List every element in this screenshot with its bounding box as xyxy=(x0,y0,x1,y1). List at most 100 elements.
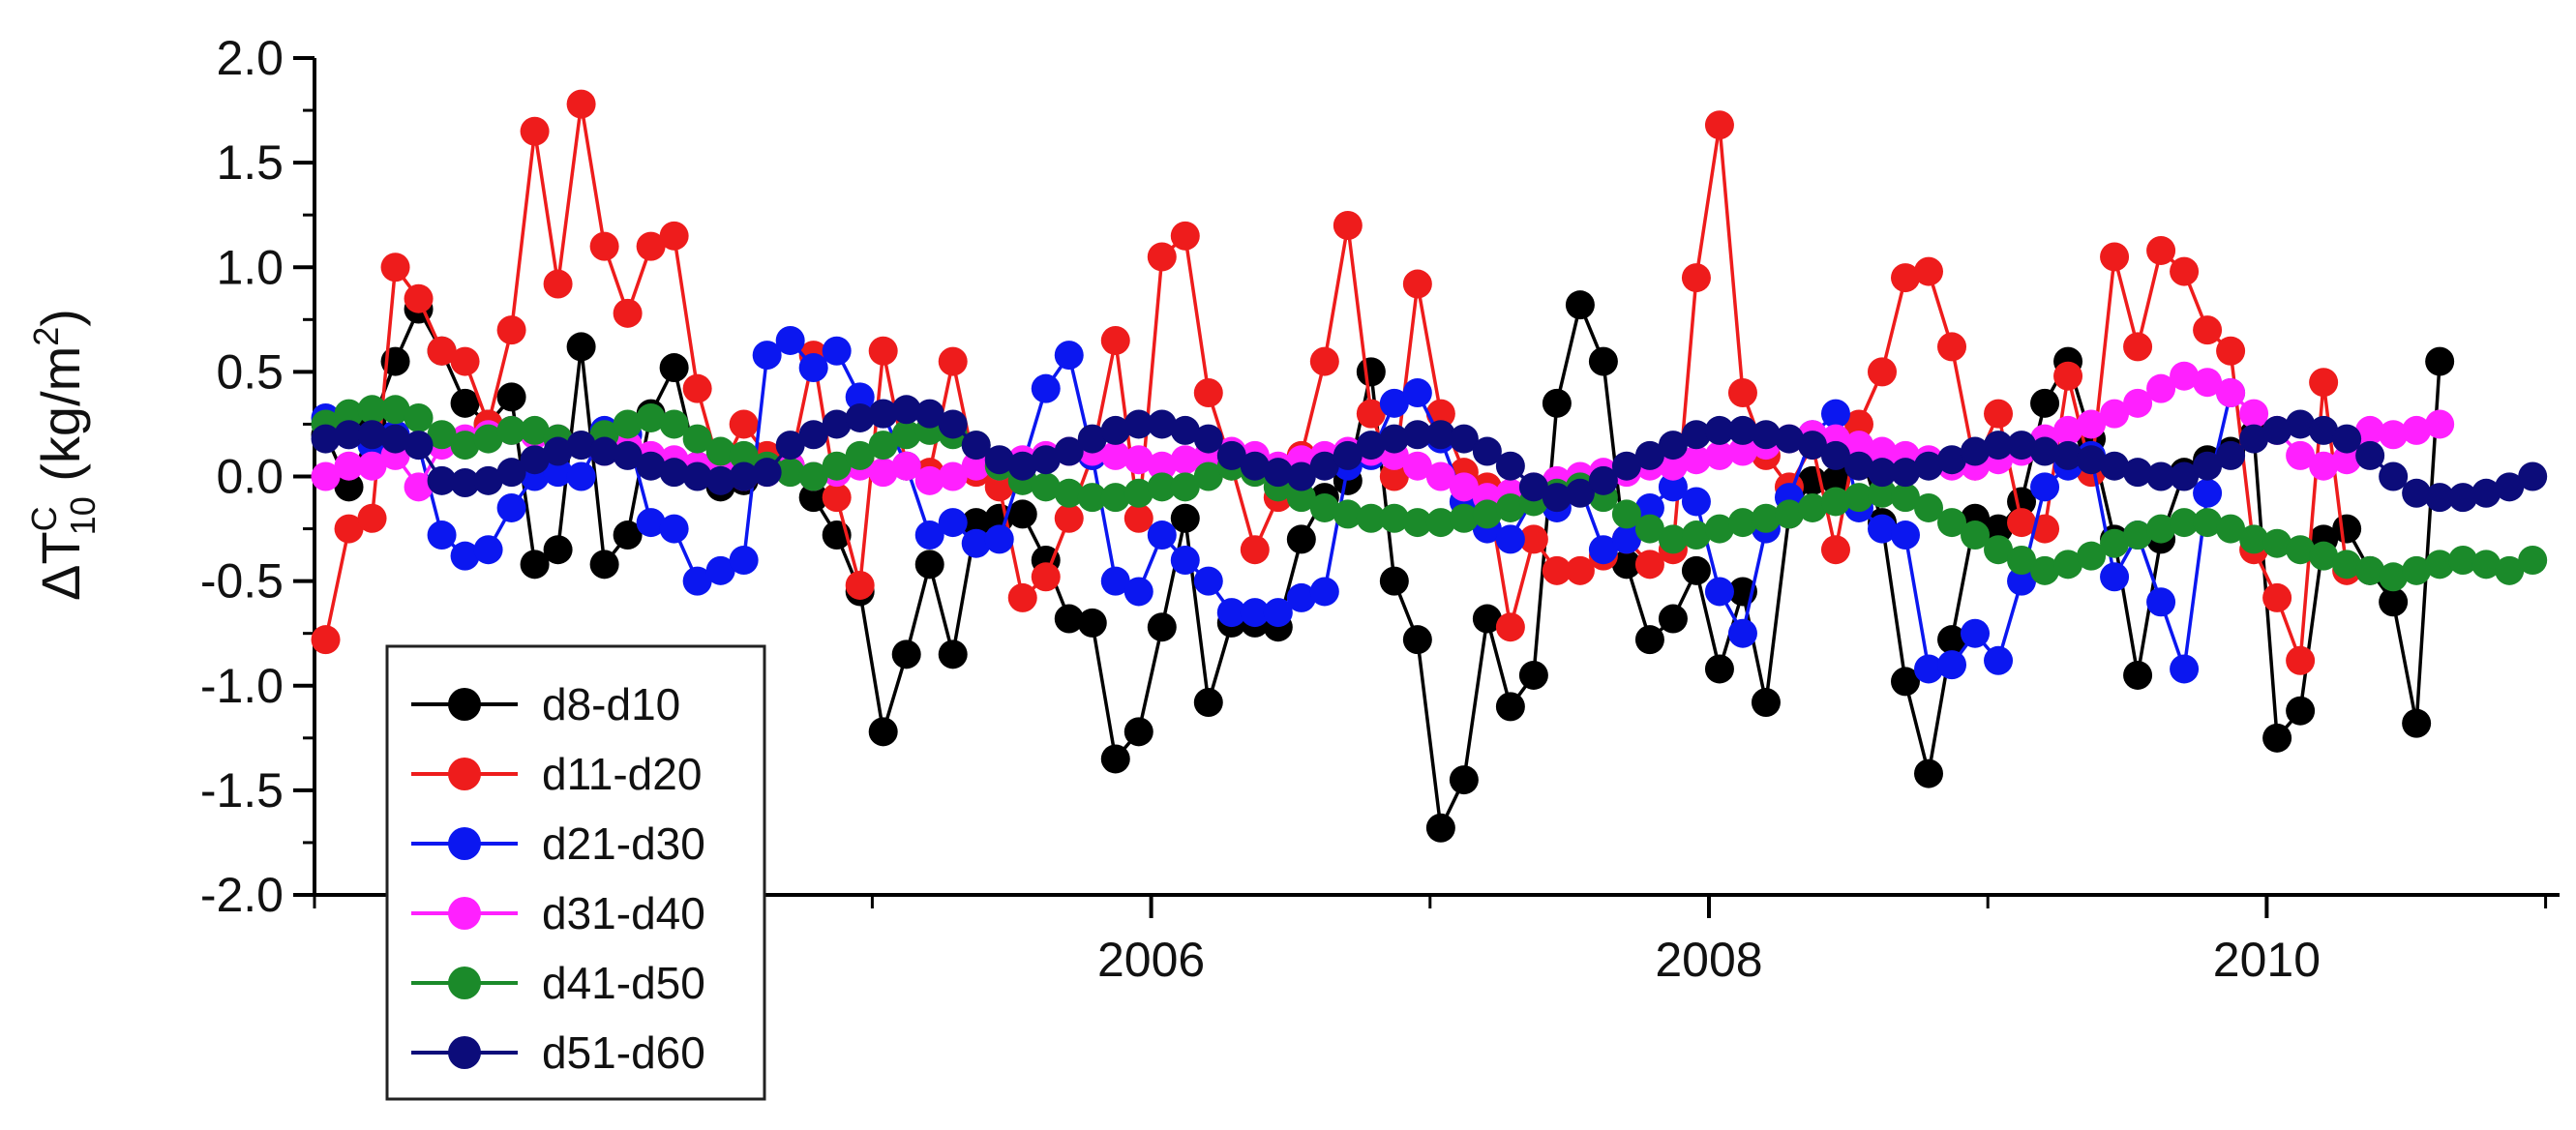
data-point xyxy=(1843,483,1873,513)
data-point xyxy=(984,445,1014,475)
data-point xyxy=(1449,503,1479,533)
data-point xyxy=(2309,368,2339,398)
data-point xyxy=(357,503,387,533)
data-point xyxy=(705,436,735,466)
data-point xyxy=(1007,499,1037,529)
data-point xyxy=(1100,566,1130,596)
y-tick-label: -0.5 xyxy=(200,554,284,609)
data-point xyxy=(2471,550,2501,580)
data-point xyxy=(2402,415,2432,445)
data-point xyxy=(914,550,944,580)
data-point xyxy=(2146,373,2176,403)
data-point xyxy=(1751,688,1781,718)
data-point xyxy=(1472,499,1502,529)
data-point xyxy=(1054,503,1084,533)
data-point xyxy=(1914,654,1944,684)
data-point xyxy=(357,395,387,425)
data-point xyxy=(1402,508,1432,538)
data-point xyxy=(1100,744,1130,774)
data-point xyxy=(2286,440,2316,470)
y-tick-label: 0.5 xyxy=(216,344,284,399)
data-point xyxy=(1402,451,1432,481)
data-point xyxy=(1147,451,1177,481)
data-point xyxy=(1472,604,1502,634)
data-point xyxy=(1286,582,1316,612)
data-point xyxy=(682,566,712,596)
data-point xyxy=(1100,440,1130,470)
legend-item: d41-d50 xyxy=(411,958,705,1008)
legend-label: d31-d40 xyxy=(542,888,705,938)
data-point xyxy=(1611,499,1641,529)
data-point xyxy=(566,89,596,119)
legend-item: d31-d40 xyxy=(411,888,705,938)
data-point xyxy=(1031,472,1061,502)
data-point xyxy=(2239,424,2269,454)
data-point xyxy=(1333,440,1363,470)
data-point xyxy=(1565,478,1595,508)
data-point xyxy=(1100,483,1130,513)
data-point xyxy=(496,315,526,345)
data-point xyxy=(1286,483,1316,513)
data-point xyxy=(1820,440,1850,470)
data-point xyxy=(2495,472,2525,502)
data-point xyxy=(845,382,875,412)
data-point xyxy=(1123,409,1153,439)
data-point xyxy=(2193,451,2223,481)
data-point xyxy=(914,520,944,550)
data-point xyxy=(404,402,434,432)
data-point xyxy=(2262,723,2292,753)
data-point xyxy=(450,431,480,461)
data-point xyxy=(496,382,526,412)
legend-box xyxy=(385,644,766,1101)
data-point xyxy=(543,436,573,466)
y-tick-label: 1.5 xyxy=(216,135,284,190)
data-point xyxy=(2379,461,2409,491)
data-point xyxy=(380,424,410,454)
data-point xyxy=(2286,645,2316,675)
data-point xyxy=(404,472,434,502)
data-point xyxy=(659,221,689,251)
data-point xyxy=(822,409,852,439)
data-point xyxy=(2170,508,2200,538)
legend-item: d51-d60 xyxy=(411,1027,705,1078)
data-point xyxy=(589,436,619,466)
data-point xyxy=(2146,461,2176,491)
data-point xyxy=(2216,514,2246,544)
data-point xyxy=(2123,660,2153,690)
data-point xyxy=(2193,508,2223,538)
data-point xyxy=(822,451,852,481)
data-point xyxy=(1379,461,1409,491)
data-point xyxy=(2262,528,2292,558)
legend-item: d11-d20 xyxy=(411,749,702,799)
data-point xyxy=(357,451,387,481)
data-point xyxy=(2100,451,2130,481)
legend-marker xyxy=(448,1036,481,1069)
data-point xyxy=(380,253,410,282)
data-point xyxy=(1054,478,1084,508)
data-point xyxy=(1704,440,1734,470)
data-point xyxy=(1007,451,1037,481)
data-point xyxy=(2123,458,2153,488)
y-tick-label: 2.0 xyxy=(216,31,284,85)
data-point xyxy=(1658,451,1688,481)
data-point xyxy=(2030,436,2060,466)
data-point xyxy=(1961,436,1991,466)
data-point xyxy=(1681,520,1711,550)
data-point xyxy=(868,399,898,429)
data-point xyxy=(334,514,364,544)
data-point xyxy=(1263,598,1293,628)
data-point xyxy=(2495,555,2525,585)
data-point xyxy=(1634,440,1664,470)
data-point xyxy=(589,231,619,261)
legend-item: d8-d10 xyxy=(411,679,680,729)
data-point xyxy=(1914,492,1944,522)
data-point xyxy=(2123,520,2153,550)
data-point xyxy=(1797,492,1827,522)
data-point xyxy=(1356,431,1386,461)
y-tick-label: -1.5 xyxy=(200,763,284,818)
data-point xyxy=(334,399,364,429)
data-point xyxy=(1774,424,1804,454)
data-point xyxy=(2402,555,2432,585)
data-point xyxy=(1727,378,1757,407)
data-point xyxy=(1634,550,1664,580)
